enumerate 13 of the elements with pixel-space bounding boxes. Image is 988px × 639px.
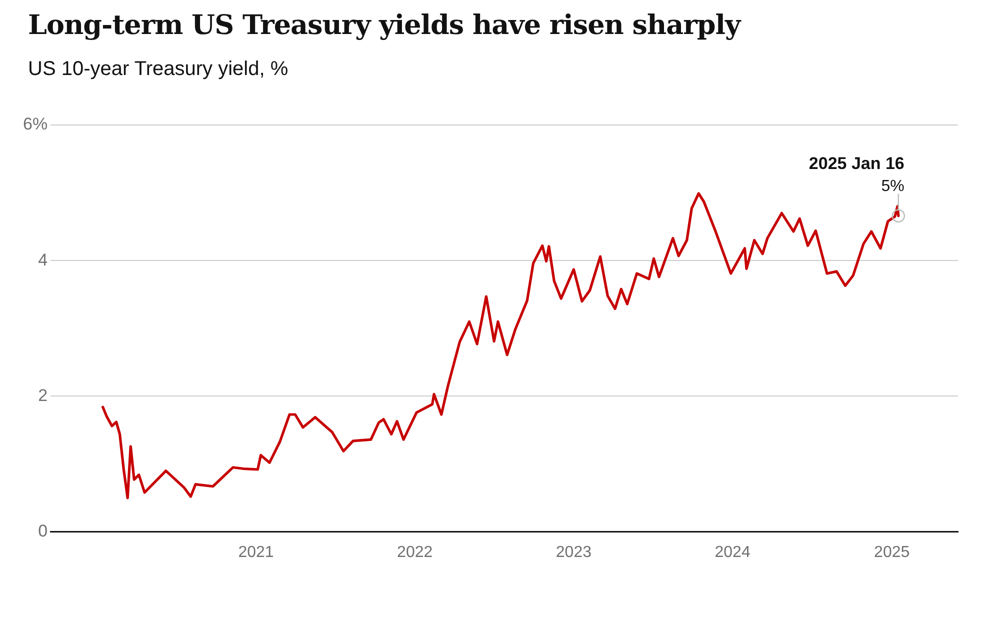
annotation: 2025 Jan 16 bbox=[808, 154, 904, 173]
chart-title: Long-term US Treasury yields have risen sharply bbox=[28, 10, 740, 41]
y-tick-label: 6% bbox=[22, 114, 48, 134]
x-tick-label: 2023 bbox=[556, 544, 592, 561]
y-tick-label: 2 bbox=[38, 386, 48, 405]
y-tick-label: 4 bbox=[38, 250, 48, 270]
annotation: 5% bbox=[881, 178, 904, 195]
y-tick-label: 0 bbox=[38, 521, 48, 540]
x-tick-label: 2022 bbox=[397, 544, 433, 561]
chart-subtitle: US 10-year Treasury yield, % bbox=[28, 58, 288, 81]
x-tick-label: 2024 bbox=[714, 544, 750, 561]
x-tick-label: 2025 bbox=[874, 544, 910, 561]
x-tick-label: 2021 bbox=[238, 544, 274, 561]
